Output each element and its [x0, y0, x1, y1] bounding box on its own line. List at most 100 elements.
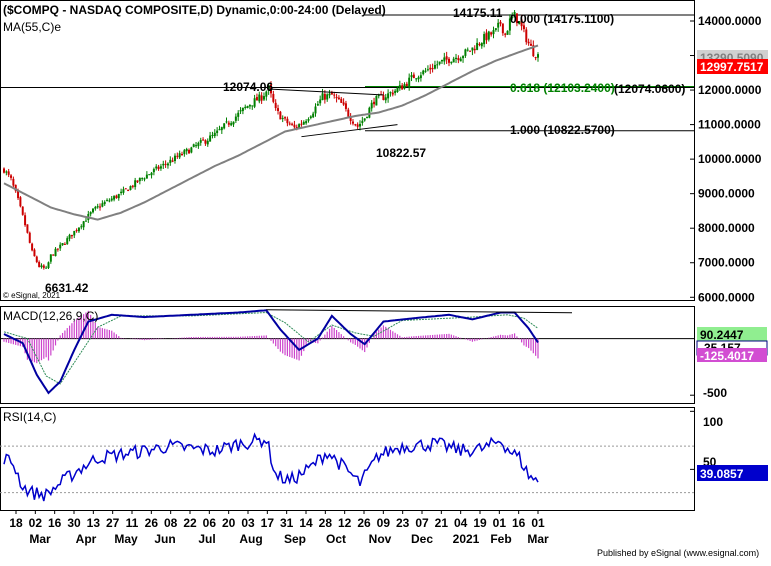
candle-3	[10, 174, 13, 181]
candle-181	[426, 65, 429, 72]
candle-207	[487, 30, 490, 42]
candle-body-80	[190, 147, 193, 153]
rsi-label: RSI(14,C)	[3, 410, 56, 424]
candle-body-163	[384, 97, 387, 101]
candle-187	[440, 59, 443, 64]
candle-140	[330, 90, 333, 95]
candle-body-33	[80, 226, 83, 228]
x-day-22: 21	[435, 516, 449, 530]
candle-body-154	[363, 118, 366, 121]
candle-52	[124, 188, 127, 190]
candle-body-54	[129, 186, 132, 191]
candle-25	[61, 242, 64, 246]
candle-body-65	[155, 166, 158, 169]
candle-28	[68, 233, 71, 242]
candle-body-177	[417, 77, 420, 80]
candle-body-51	[122, 189, 125, 193]
candle-185	[436, 60, 439, 69]
candle-83	[197, 141, 200, 149]
macd-value-1-badge	[697, 327, 767, 342]
candle-body-103	[244, 106, 247, 108]
candle-body-136	[321, 93, 324, 101]
candle-227	[534, 56, 537, 61]
macd-value-3: -125.4017	[700, 349, 754, 363]
candle-body-10	[26, 224, 29, 233]
candle-body-122	[288, 123, 291, 125]
candle-145	[342, 98, 345, 106]
candle-178	[419, 71, 422, 82]
candle-body-123	[291, 123, 294, 125]
price-panel	[0, 0, 695, 301]
label-level-12074: (12074.0600)	[614, 82, 685, 96]
candle-16	[40, 263, 43, 269]
candle-body-222	[522, 25, 525, 30]
label-fib-618: 0.618 (12103.2400)	[510, 81, 615, 95]
candle-body-150	[354, 124, 357, 126]
price-tick-5: 9000.0000	[698, 187, 755, 201]
candle-32	[77, 227, 80, 233]
candle-body-78	[185, 148, 188, 152]
candle-body-168	[396, 87, 399, 92]
candle-body-97	[230, 123, 233, 126]
rsi-line	[3, 432, 539, 502]
candle-65	[155, 164, 158, 171]
x-day-9: 22	[183, 516, 197, 530]
candle-118	[279, 110, 282, 120]
last-price-text: 12997.7517	[700, 60, 764, 74]
candle-216	[508, 14, 511, 36]
candle-body-127	[300, 123, 303, 125]
candle-60	[143, 177, 146, 182]
candle-body-147	[347, 109, 350, 117]
candle-212	[499, 20, 502, 27]
candle-220	[518, 21, 521, 25]
candle-body-75	[178, 153, 181, 158]
candle-body-73	[173, 155, 176, 162]
candle-body-145	[342, 102, 345, 105]
x-axis-days: 18 02 16 30 13 27 11 26 08 22 06 20 03 17 31 14 28 12 26 09…	[9, 510, 545, 530]
candle-113	[267, 83, 270, 95]
candle-body-85	[202, 139, 205, 141]
candle-body-149	[351, 121, 354, 124]
candle-body-3	[10, 175, 13, 178]
candle-body-179	[422, 70, 425, 75]
candle-body-56	[134, 180, 137, 188]
candle-body-29	[70, 234, 73, 237]
candle-197	[464, 48, 467, 58]
candle-108	[255, 93, 258, 101]
candle-body-140	[330, 92, 333, 95]
candle-23	[56, 248, 59, 252]
candle-76	[181, 151, 183, 156]
candle-122	[288, 121, 291, 126]
candle-57	[136, 180, 139, 184]
candle-body-35	[84, 220, 87, 222]
candle-49	[117, 193, 120, 201]
candle-46	[110, 195, 113, 202]
candle-body-15	[38, 261, 41, 267]
candle-206	[485, 29, 488, 44]
candle-body-132	[312, 113, 315, 118]
candle-10	[26, 224, 29, 234]
x-day-25: 01	[493, 516, 507, 530]
candle-141	[333, 91, 336, 99]
candle-101	[239, 107, 242, 114]
candle-body-24	[59, 244, 62, 249]
candle-body-86	[204, 140, 207, 144]
candle-body-186	[438, 61, 441, 64]
candle-body-5	[14, 184, 17, 192]
candle-189	[445, 51, 448, 65]
candle-body-135	[319, 99, 322, 104]
candle-body-194	[457, 57, 460, 61]
candle-body-178	[419, 75, 422, 79]
candle-33	[80, 224, 83, 230]
candle-body-81	[192, 144, 195, 147]
candle-40	[96, 203, 99, 209]
x-day-16: 28	[319, 516, 333, 530]
x-month-0: Mar	[29, 532, 51, 546]
candle-75	[178, 150, 181, 160]
candle-body-8	[21, 206, 24, 215]
candle-152	[359, 120, 361, 131]
candle-body-151	[356, 124, 359, 127]
macd-line	[3, 309, 539, 395]
candle-97	[230, 121, 233, 127]
